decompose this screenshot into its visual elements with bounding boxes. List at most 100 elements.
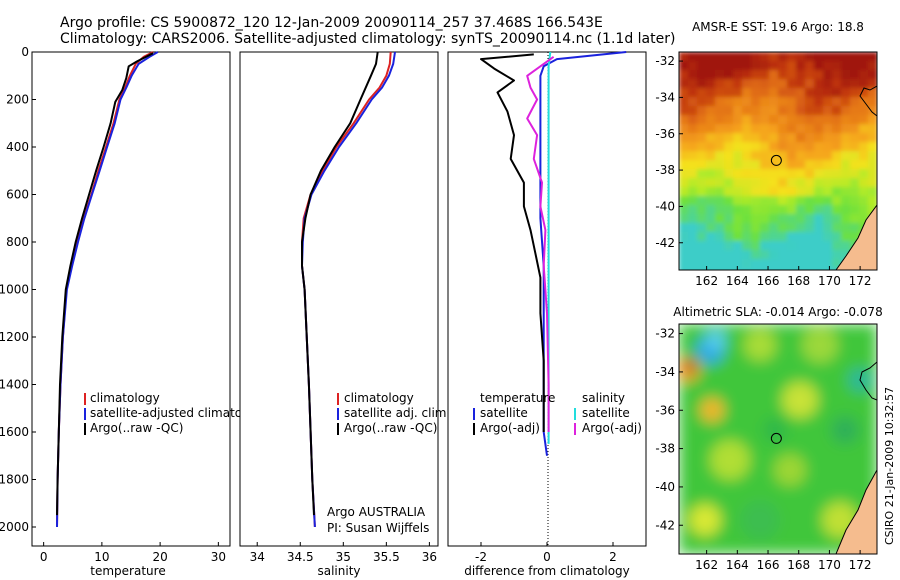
sst-cell (823, 151, 833, 161)
sst-cell (814, 70, 824, 80)
sst-cell (868, 187, 877, 197)
sst-cell (760, 223, 770, 233)
sla-land (835, 469, 877, 554)
sst-cell (832, 223, 842, 233)
sst-cell (724, 52, 734, 62)
sst-cell (823, 52, 833, 62)
sst-map-frame (678, 51, 878, 271)
sst-cell (796, 133, 806, 143)
sst-cell (697, 106, 707, 116)
sst-cell (706, 97, 716, 107)
sst-cell (742, 187, 752, 197)
sst-cell (805, 160, 815, 170)
sst-cell (796, 214, 806, 224)
sst-cell (823, 196, 833, 206)
sst-cell (733, 187, 743, 197)
sst-cell (850, 151, 860, 161)
x-tick-label: 34.5 (287, 550, 314, 564)
sst-cell (787, 169, 797, 179)
sst-cell (706, 178, 716, 188)
legend-label-temp-argo: Argo(-adj) (480, 421, 540, 435)
sst-cell (751, 70, 761, 80)
y-tick-label: 200 (6, 93, 29, 107)
sst-cell (751, 142, 761, 152)
series-line-2-1 (480, 53, 545, 432)
sst-cell (787, 88, 797, 98)
sst-cell (715, 106, 725, 116)
sst-cell (742, 115, 752, 125)
sst-cell (715, 178, 725, 188)
sst-cell (823, 250, 833, 260)
sst-cell (823, 106, 833, 116)
sst-cell (688, 214, 698, 224)
sst-cell (679, 178, 689, 188)
sst-cell (688, 70, 698, 80)
sst-cell (733, 52, 743, 62)
sla-anomaly-blob (700, 398, 724, 422)
sst-cell (706, 151, 716, 161)
y-tick-label: 1800 (0, 473, 29, 487)
sst-cell (724, 124, 734, 134)
sst-cell (859, 124, 869, 134)
sst-cell (706, 115, 716, 125)
sst-cell (688, 259, 698, 269)
sst-cell (778, 205, 788, 215)
sst-cell (697, 187, 707, 197)
sst-cell (724, 70, 734, 80)
sst-cell (769, 169, 779, 179)
sst-cell (769, 115, 779, 125)
sst-cell (706, 52, 716, 62)
lat-tick-label: -42 (655, 236, 675, 250)
sst-cell (859, 151, 869, 161)
sst-cell (688, 106, 698, 116)
sst-cell (832, 70, 842, 80)
legend-label-argo-sal: Argo(..raw -QC) (344, 421, 437, 435)
sst-cell (787, 250, 797, 260)
sla-anomaly-blob (689, 504, 721, 536)
sst-cell (706, 169, 716, 179)
lat-tick-label: -36 (655, 127, 675, 141)
sst-cell (814, 187, 824, 197)
sst-cell (697, 232, 707, 242)
sst-cell (868, 196, 877, 206)
y-tick-label: 600 (6, 188, 29, 202)
sst-cell (814, 178, 824, 188)
sst-cell (760, 268, 770, 270)
sst-cell (715, 97, 725, 107)
sst-cell (724, 133, 734, 143)
sst-cell (688, 169, 698, 179)
lat-tick-label: -42 (655, 518, 675, 532)
sst-cell (769, 259, 779, 269)
sst-cell (724, 259, 734, 269)
sla-anomaly-blob (774, 454, 806, 486)
sst-cell (868, 151, 877, 161)
sst-cell (796, 106, 806, 116)
sst-cell (805, 106, 815, 116)
sst-cell (859, 142, 869, 152)
sst-cell (769, 142, 779, 152)
sst-cell (706, 142, 716, 152)
sst-cell (715, 214, 725, 224)
legend-label-temp-satellite: satellite (480, 406, 528, 420)
sst-cell (760, 151, 770, 161)
sst-cell (787, 259, 797, 269)
sst-cell (688, 268, 698, 270)
sst-cell (679, 268, 689, 270)
sst-cell (733, 70, 743, 80)
sst-cell (841, 178, 851, 188)
legend-label-argo: Argo(..raw -QC) (90, 421, 183, 435)
sst-cell (679, 160, 689, 170)
sst-cell (751, 259, 761, 269)
sst-cell (679, 106, 689, 116)
sst-field (679, 52, 877, 270)
sst-cell (787, 124, 797, 134)
sst-cell (697, 133, 707, 143)
sst-cell (814, 88, 824, 98)
sst-cell (724, 79, 734, 89)
sst-cell (787, 241, 797, 251)
sst-cell (778, 133, 788, 143)
sst-cell (859, 79, 869, 89)
sst-cell (706, 196, 716, 206)
sst-cell (814, 61, 824, 71)
sst-cell (742, 160, 752, 170)
